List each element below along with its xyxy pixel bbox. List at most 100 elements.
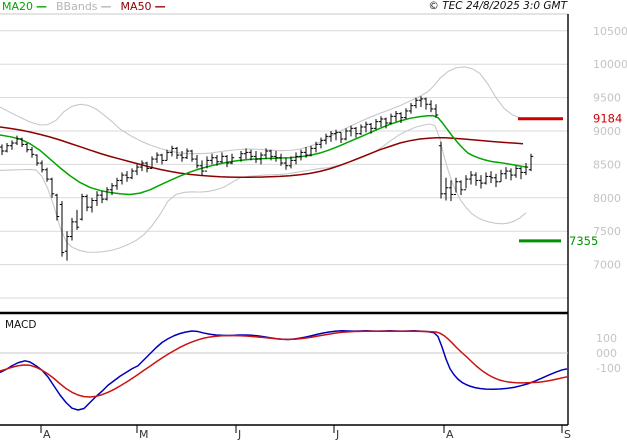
ohlc-bar — [59, 201, 65, 257]
ohlc-bar — [383, 117, 389, 129]
ohlc-bar — [169, 145, 175, 157]
macd-axis-label: -100 — [596, 362, 621, 375]
ohlc-bar — [358, 124, 364, 136]
ohlc-bar — [179, 151, 185, 162]
legend-item-ma50: MA50— — [121, 0, 166, 13]
ohlc-bar — [124, 171, 130, 182]
ohlc-bar — [164, 149, 170, 161]
ohlc-bar — [483, 172, 489, 185]
ohlc-bar — [318, 137, 324, 149]
ohlc-bar — [403, 108, 409, 119]
ohlc-bar — [528, 153, 534, 172]
ohlc-bar — [134, 164, 140, 176]
ohlc-bar — [348, 125, 354, 137]
ohlc-bar — [293, 152, 299, 165]
ohlc-bar — [478, 175, 484, 189]
ohlc-bar — [159, 153, 165, 165]
price-axis-label: 9500 — [593, 92, 621, 105]
ohlc-bar — [184, 148, 190, 160]
chart-legend: MA20— BBands — MA50— — [2, 0, 166, 13]
ohlc-bar — [253, 151, 259, 164]
ohlc-bar — [54, 193, 60, 221]
ohlc-bar — [308, 145, 314, 157]
ohlc-bar — [398, 112, 404, 123]
ohlc-bar — [79, 193, 85, 221]
ohlc-bar — [378, 116, 384, 127]
ohlc-bar — [493, 173, 499, 188]
ohlc-bar — [194, 155, 200, 169]
ohlc-bar — [149, 156, 155, 169]
ohlc-bar — [189, 149, 195, 162]
bbands-line-swatch: — — [100, 0, 112, 13]
ohlc-bar — [4, 143, 10, 153]
price-axis-label: 8500 — [593, 158, 621, 171]
ohlc-bar — [89, 197, 95, 213]
ma20-line-swatch: — — [36, 0, 48, 13]
ohlc-bar — [278, 153, 284, 166]
price-axis-label: 7500 — [593, 225, 621, 238]
macd-panel-label: MACD — [5, 319, 36, 331]
ohlc-bar — [463, 175, 469, 191]
level-marker-label: 9184 — [593, 112, 622, 126]
ohlc-bar — [303, 147, 309, 158]
ohlc-bar — [368, 122, 374, 134]
month-label: J — [237, 428, 241, 440]
ohlc-bar — [508, 168, 514, 181]
ohlc-bar — [393, 110, 399, 122]
ohlc-bar — [518, 167, 524, 180]
ohlc-bar — [498, 169, 504, 183]
ohlc-bar — [39, 160, 45, 173]
ohlc-bar — [224, 155, 230, 168]
ohlc-bar — [363, 121, 369, 133]
ma20-line — [0, 114, 527, 196]
ohlc-bar — [523, 163, 529, 176]
ohlc-bar — [139, 160, 145, 172]
ohlc-bar — [199, 160, 205, 176]
ohlc-bar — [243, 148, 249, 160]
ohlc-bar — [69, 217, 75, 241]
ohlc-bar — [453, 177, 459, 195]
ohlc-bar — [34, 154, 40, 166]
ohlc-bar — [338, 131, 344, 144]
ohlc-bar — [238, 151, 244, 162]
price-axis-label: 7000 — [593, 259, 621, 272]
ohlc-bar — [438, 141, 444, 199]
ohlc-bar — [49, 177, 55, 198]
legend-label-ma20: MA20 — [2, 0, 34, 13]
ohlc-bar — [443, 177, 449, 201]
ohlc-bar — [418, 96, 424, 107]
ohlc-bar — [273, 151, 279, 162]
price-gridlines — [0, 30, 568, 299]
ohlc-bar — [19, 137, 25, 148]
ohlc-bar — [104, 187, 110, 201]
ohlc-bar — [258, 152, 264, 165]
price-axis-label: 8000 — [593, 192, 621, 205]
month-label: A — [43, 428, 51, 440]
ohlc-bars — [0, 96, 534, 261]
ohlc-bar — [388, 113, 394, 125]
bollinger-lower-line — [0, 123, 527, 253]
ohlc-bar — [219, 152, 225, 164]
ohlc-bar — [114, 177, 120, 190]
macd-axis-label: 000 — [596, 347, 617, 360]
ohlc-bar — [214, 155, 220, 166]
ohlc-bar — [323, 133, 329, 145]
ohlc-bar — [468, 171, 474, 185]
level-marker-label: 7355 — [569, 234, 598, 248]
ma50-line-swatch: — — [154, 0, 166, 13]
bollinger-upper-line — [0, 66, 527, 155]
ohlc-bar — [99, 191, 105, 204]
ohlc-bar — [313, 141, 319, 153]
ohlc-bar — [408, 102, 414, 114]
ohlc-bar — [174, 147, 180, 160]
ohlc-bar — [433, 104, 439, 118]
ohlc-bar — [129, 168, 135, 180]
ohlc-bar — [343, 128, 349, 141]
price-axis-label: 10500 — [593, 25, 627, 38]
ohlc-bar — [29, 147, 35, 158]
month-label: J — [335, 428, 339, 440]
ohlc-bar — [503, 167, 509, 180]
ohlc-bar — [328, 131, 334, 142]
ohlc-bar — [74, 209, 80, 230]
